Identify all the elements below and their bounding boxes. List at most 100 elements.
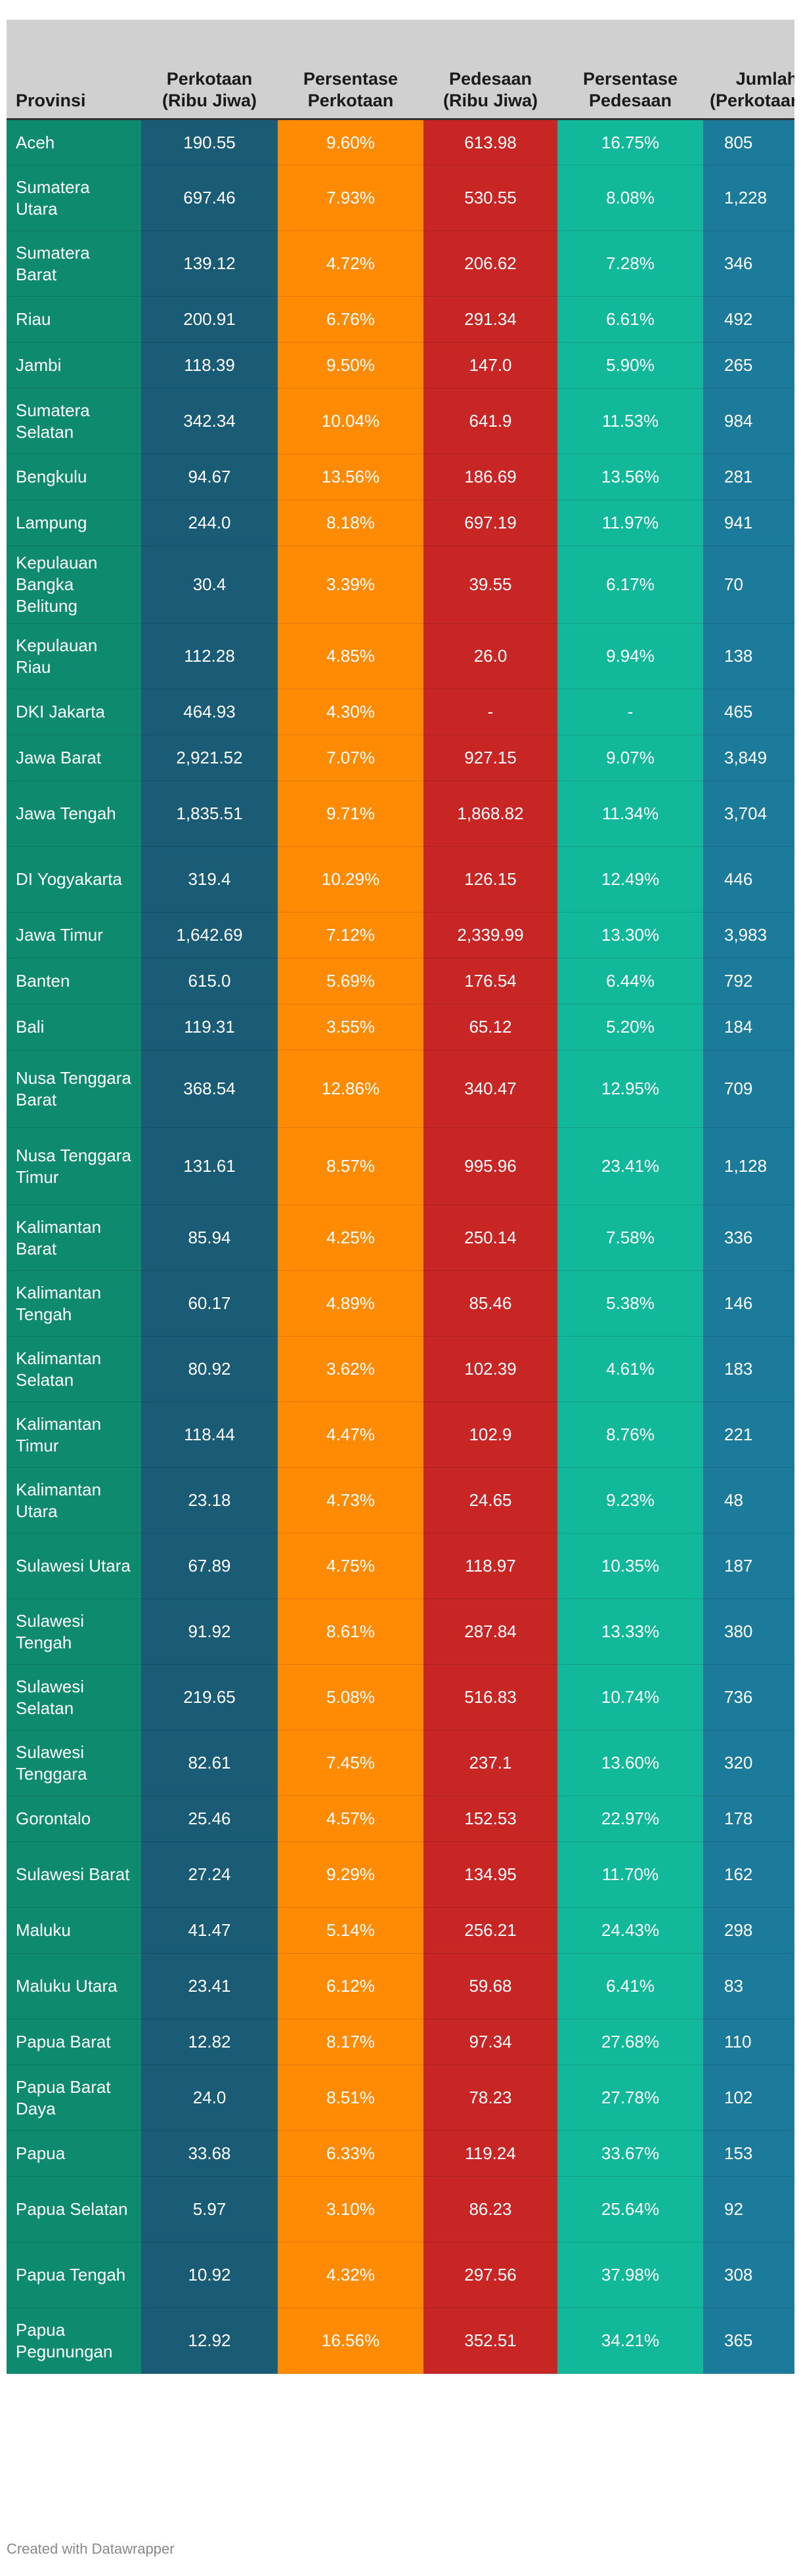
- cell-perkotaan: 1,835.51: [141, 781, 278, 847]
- cell-perkotaan: 2,921.52: [141, 735, 278, 781]
- cell-jumlah: 792: [703, 958, 794, 1004]
- cell-perkotaan: 24.0: [141, 2065, 278, 2131]
- cell-perkotaan: 94.67: [141, 454, 278, 500]
- header-persentase-perkotaan[interactable]: Persentase Perkotaan: [278, 20, 423, 120]
- cell-perkotaan: 190.55: [141, 119, 278, 165]
- cell-persentase-pedesaan: 6.61%: [557, 296, 703, 343]
- cell-provinsi: Sulawesi Tengah: [7, 1599, 141, 1665]
- cell-persentase-pedesaan: 11.70%: [557, 1841, 703, 1908]
- cell-provinsi: Papua Barat Daya: [7, 2065, 141, 2131]
- cell-provinsi: Jawa Timur: [7, 912, 141, 958]
- table-row: Jawa Timur 1,642.69 7.12% 2,339.99 13.30% 3,9…: [7, 912, 794, 958]
- cell-persentase-pedesaan: 4.61%: [557, 1336, 703, 1402]
- cell-perkotaan: 342.34: [141, 388, 278, 454]
- cell-pedesaan: 126.15: [423, 846, 557, 912]
- cell-perkotaan: 23.18: [141, 1467, 278, 1534]
- cell-jumlah: 984: [703, 388, 794, 454]
- cell-jumlah: 465: [703, 689, 794, 735]
- cell-persentase-perkotaan: 8.17%: [278, 2019, 423, 2065]
- cell-pedesaan: 291.34: [423, 296, 557, 343]
- table-row: Bali 119.31 3.55% 65.12 5.20% 184: [7, 1004, 794, 1050]
- cell-perkotaan: 41.47: [141, 1907, 278, 1954]
- cell-persentase-pedesaan: 34.21%: [557, 2308, 703, 2374]
- cell-persentase-perkotaan: 10.29%: [278, 846, 423, 912]
- table-row: Nusa Tenggara Timur 131.61 8.57% 995.96 23.4…: [7, 1127, 794, 1205]
- cell-persentase-perkotaan: 4.25%: [278, 1205, 423, 1271]
- cell-persentase-perkotaan: 9.50%: [278, 342, 423, 389]
- table-row: DI Yogyakarta 319.4 10.29% 126.15 12.49% 446: [7, 846, 794, 912]
- cell-persentase-pedesaan: -: [557, 689, 703, 735]
- cell-jumlah: 146: [703, 1270, 794, 1337]
- cell-persentase-pedesaan: 11.97%: [557, 500, 703, 546]
- header-row: Provinsi Perkotaan (Ribu Jiwa) Persentas…: [7, 20, 794, 120]
- table-row: Sumatera Barat 139.12 4.72% 206.62 7.28% 346: [7, 230, 794, 297]
- cell-persentase-pedesaan: 5.20%: [557, 1004, 703, 1050]
- cell-provinsi: Kalimantan Barat: [7, 1205, 141, 1271]
- cell-persentase-pedesaan: 37.98%: [557, 2242, 703, 2308]
- cell-persentase-perkotaan: 5.14%: [278, 1907, 423, 1954]
- table-row: Jawa Barat 2,921.52 7.07% 927.15 9.07% 3,849: [7, 735, 794, 781]
- cell-pedesaan: 340.47: [423, 1050, 557, 1128]
- cell-provinsi: DKI Jakarta: [7, 689, 141, 735]
- cell-pedesaan: 352.51: [423, 2308, 557, 2374]
- cell-provinsi: Jambi: [7, 342, 141, 389]
- header-provinsi[interactable]: Provinsi: [7, 20, 141, 120]
- cell-persentase-perkotaan: 16.56%: [278, 2308, 423, 2374]
- cell-pedesaan: 297.56: [423, 2242, 557, 2308]
- cell-perkotaan: 200.91: [141, 296, 278, 343]
- cell-provinsi: Kalimantan Utara: [7, 1467, 141, 1534]
- table-row: Kalimantan Timur 118.44 4.47% 102.9 8.76% 221: [7, 1402, 794, 1468]
- cell-persentase-perkotaan: 4.73%: [278, 1467, 423, 1534]
- cell-perkotaan: 33.68: [141, 2130, 278, 2177]
- table-row: Papua 33.68 6.33% 119.24 33.67% 153: [7, 2130, 794, 2177]
- header-pedesaan[interactable]: Pedesaan (Ribu Jiwa): [423, 20, 557, 120]
- cell-provinsi: Kalimantan Selatan: [7, 1336, 141, 1402]
- cell-persentase-pedesaan: 11.53%: [557, 388, 703, 454]
- cell-pedesaan: 516.83: [423, 1664, 557, 1730]
- cell-provinsi: Jawa Tengah: [7, 781, 141, 847]
- table-row: Papua Tengah 10.92 4.32% 297.56 37.98% 308: [7, 2242, 794, 2308]
- cell-pedesaan: 206.62: [423, 230, 557, 297]
- cell-jumlah: 336: [703, 1205, 794, 1271]
- cell-persentase-perkotaan: 4.89%: [278, 1270, 423, 1337]
- header-perkotaan[interactable]: Perkotaan (Ribu Jiwa): [141, 20, 278, 120]
- cell-persentase-perkotaan: 8.51%: [278, 2065, 423, 2131]
- cell-pedesaan: 147.0: [423, 342, 557, 389]
- cell-persentase-perkotaan: 10.04%: [278, 388, 423, 454]
- header-jumlah[interactable]: Jumlah (Perkotaan+Pedesaan): [703, 20, 794, 120]
- cell-perkotaan: 5.97: [141, 2176, 278, 2243]
- cell-jumlah: 3,849: [703, 735, 794, 781]
- cell-persentase-pedesaan: 16.75%: [557, 119, 703, 165]
- cell-provinsi: Sulawesi Utara: [7, 1533, 141, 1599]
- cell-persentase-pedesaan: 8.08%: [557, 165, 703, 231]
- cell-persentase-pedesaan: 27.68%: [557, 2019, 703, 2065]
- cell-provinsi: Banten: [7, 958, 141, 1004]
- cell-persentase-perkotaan: 4.75%: [278, 1533, 423, 1599]
- cell-provinsi: Sumatera Barat: [7, 230, 141, 297]
- cell-provinsi: Aceh: [7, 119, 141, 165]
- cell-persentase-pedesaan: 13.60%: [557, 1730, 703, 1796]
- table-row: DKI Jakarta 464.93 4.30% - -465: [7, 689, 794, 735]
- cell-pedesaan: 134.95: [423, 1841, 557, 1908]
- header-persentase-pedesaan[interactable]: Persentase Pedesaan: [557, 20, 703, 120]
- cell-jumlah: 1,128: [703, 1127, 794, 1205]
- cell-pedesaan: 24.65: [423, 1467, 557, 1534]
- cell-persentase-perkotaan: 4.72%: [278, 230, 423, 297]
- table-row: Nusa Tenggara Barat 368.54 12.86% 340.47 12.…: [7, 1050, 794, 1128]
- cell-persentase-pedesaan: 10.74%: [557, 1664, 703, 1730]
- cell-persentase-perkotaan: 3.39%: [278, 546, 423, 624]
- cell-persentase-perkotaan: 6.12%: [278, 1953, 423, 2019]
- table-row: Kalimantan Tengah 60.17 4.89% 85.46 5.38% 146: [7, 1270, 794, 1337]
- cell-pedesaan: 176.54: [423, 958, 557, 1004]
- table-row: Sulawesi Barat 27.24 9.29% 134.95 11.70% 162: [7, 1841, 794, 1908]
- cell-perkotaan: 118.44: [141, 1402, 278, 1468]
- cell-jumlah: 183: [703, 1336, 794, 1402]
- cell-pedesaan: 995.96: [423, 1127, 557, 1205]
- cell-jumlah: 187: [703, 1533, 794, 1599]
- cell-persentase-pedesaan: 13.33%: [557, 1599, 703, 1665]
- cell-provinsi: Sulawesi Barat: [7, 1841, 141, 1908]
- table-row: Sulawesi Tengah 91.92 8.61% 287.84 13.33% 380: [7, 1599, 794, 1665]
- cell-pedesaan: 78.23: [423, 2065, 557, 2131]
- cell-perkotaan: 119.31: [141, 1004, 278, 1050]
- cell-provinsi: Sumatera Utara: [7, 165, 141, 231]
